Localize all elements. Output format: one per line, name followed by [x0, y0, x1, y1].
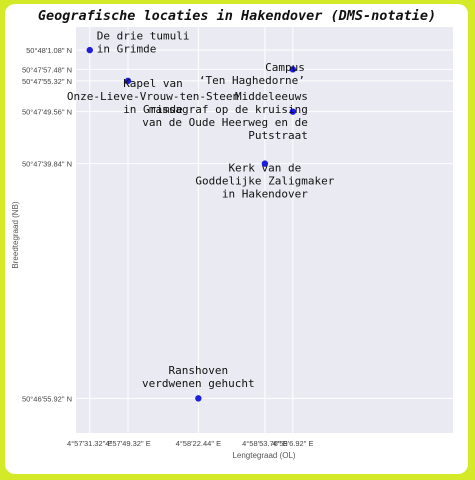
chart-frame: Geografische locaties in Hakendover (DMS…	[5, 4, 468, 474]
x-tick-label: 4°58'22.44" E	[176, 439, 221, 448]
point-label-line: Putstraat	[248, 129, 308, 142]
chart-title: Geografische locaties in Hakendover (DMS…	[38, 8, 436, 24]
point-label-line: in Grimde	[123, 103, 183, 116]
x-tick-label: 4°59'6.92" E	[272, 439, 313, 448]
point-label: Ranshoven verdwenen gehucht	[142, 364, 255, 390]
y-tick-label: 50°47'39.84" N	[22, 160, 72, 169]
point-label: Kapel van Onze-Lieve-Vrouw-ten-Steen in Gr…	[67, 77, 239, 116]
scatter-chart: Geografische locaties in Hakendover (DMS…	[11, 8, 453, 460]
y-tick-label: 50°48'1.08" N	[26, 46, 72, 55]
y-tick-label: 50°46'55.92" N	[22, 394, 72, 403]
data-point	[124, 77, 132, 85]
point-label-line: van de Oude Heerweg en de	[142, 116, 308, 129]
point-label: De drie tumuli in Grimde	[97, 30, 190, 56]
data-point	[289, 108, 297, 115]
point-label-line: ‘Ten Haghedorne’	[199, 74, 305, 87]
data-point	[195, 395, 202, 402]
data-point	[261, 160, 269, 167]
point-label-line: Kapel van	[123, 77, 183, 90]
point-label-line: Campus	[265, 61, 305, 74]
x-tick-label: 4°57'49.32" E	[105, 439, 150, 448]
data-point	[289, 66, 297, 73]
point-label-line: Kerk van de	[228, 162, 301, 175]
point-label-line: De drie tumuli	[97, 30, 190, 43]
point-label-line: Ranshoven	[169, 364, 229, 377]
point-label-line: in Grimde	[97, 43, 157, 56]
x-tick-label: 4°57'31.32" E	[67, 439, 112, 448]
x-tick-label: 4°58'53.76" E	[242, 439, 287, 448]
y-tick-label: 50°47'57.48" N	[22, 65, 72, 74]
point-label-line: in Hakendover	[222, 188, 308, 201]
y-tick-label: 50°47'49.56" N	[22, 108, 72, 117]
point-label: Campus ‘Ten Haghedorne’	[199, 61, 305, 87]
point-label-line: Onze-Lieve-Vrouw-ten-Steen	[67, 90, 239, 103]
y-tick-label: 50°47'55.32" N	[22, 77, 72, 86]
x-axis-label: Lengtegraad (OL)	[232, 451, 295, 460]
point-label: Middeleeuws massagraf op de kruising van d…	[142, 90, 308, 142]
axis-ticks: 4°57'31.32" E4°57'49.32" E 4°58'22.44" E 4…	[22, 46, 314, 448]
point-label-line: massagraf op de kruising	[149, 103, 308, 116]
point-label-line: Middeleeuws	[235, 90, 308, 103]
point-label-line: verdwenen gehucht	[142, 377, 255, 390]
point-label-line: Goddelijke Zaligmaker	[195, 175, 334, 188]
data-point	[86, 46, 93, 54]
point-label: Kerk van de Goddelijke Zaligmaker in Haken…	[195, 162, 334, 201]
y-axis-label: Breedtegraad (NB)	[11, 201, 20, 268]
